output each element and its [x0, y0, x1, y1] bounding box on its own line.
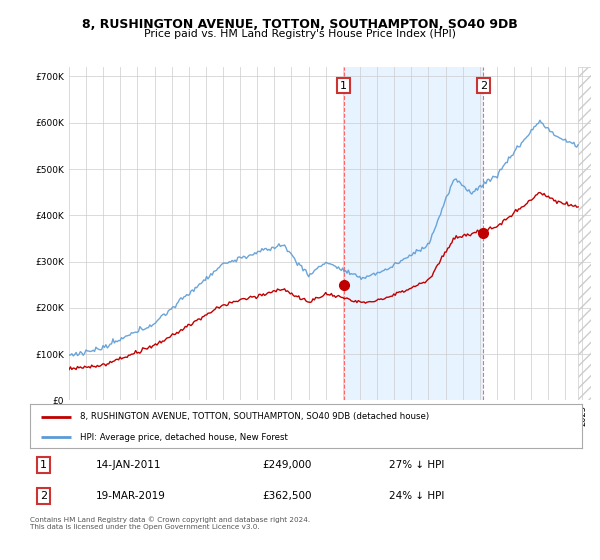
Text: 1: 1: [340, 81, 347, 91]
Text: £249,000: £249,000: [262, 460, 311, 470]
Text: 8, RUSHINGTON AVENUE, TOTTON, SOUTHAMPTON, SO40 9DB: 8, RUSHINGTON AVENUE, TOTTON, SOUTHAMPTO…: [82, 18, 518, 31]
Text: 1: 1: [40, 460, 47, 470]
Text: 14-JAN-2011: 14-JAN-2011: [96, 460, 162, 470]
Text: 2: 2: [40, 491, 47, 501]
Bar: [578, 67, 591, 400]
Text: 19-MAR-2019: 19-MAR-2019: [96, 491, 166, 501]
Text: HPI: Average price, detached house, New Forest: HPI: Average price, detached house, New …: [80, 432, 287, 442]
Text: 27% ↓ HPI: 27% ↓ HPI: [389, 460, 444, 470]
Bar: [344, 67, 484, 400]
Text: Price paid vs. HM Land Registry's House Price Index (HPI): Price paid vs. HM Land Registry's House …: [144, 29, 456, 39]
Text: £362,500: £362,500: [262, 491, 311, 501]
Text: Contains HM Land Registry data © Crown copyright and database right 2024.
This d: Contains HM Land Registry data © Crown c…: [30, 516, 310, 530]
Text: 24% ↓ HPI: 24% ↓ HPI: [389, 491, 444, 501]
Text: 8, RUSHINGTON AVENUE, TOTTON, SOUTHAMPTON, SO40 9DB (detached house): 8, RUSHINGTON AVENUE, TOTTON, SOUTHAMPTO…: [80, 412, 429, 421]
Text: 2: 2: [480, 81, 487, 91]
